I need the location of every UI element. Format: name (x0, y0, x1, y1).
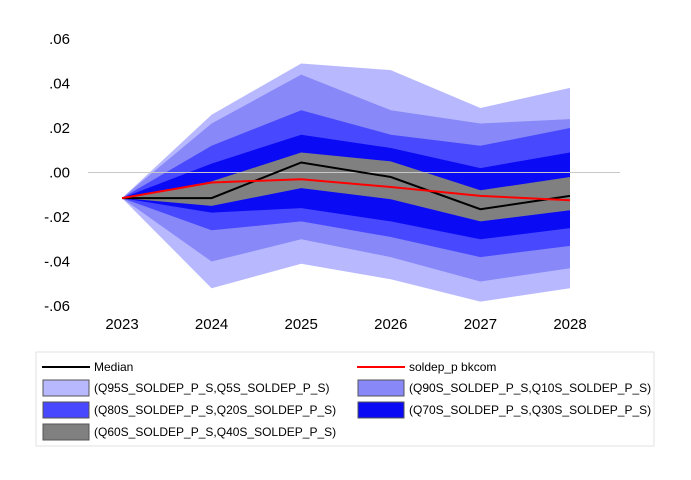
y-tick-label: -.02 (44, 209, 70, 226)
legend-label: Median (94, 360, 133, 374)
legend-swatch-box (357, 401, 405, 419)
plot-area (88, 63, 620, 302)
legend-item: (Q70S_SOLDEP_P_S,Q30S_SOLDEP_P_S) (357, 401, 651, 419)
x-tick-label: 2026 (374, 316, 407, 333)
legend: Median soldep_p bkcom (Q95S_SOLDEP_P_S,Q5S… (35, 351, 655, 447)
y-axis: .06 .04 .02 .00 -.02 -.04 -.06 (44, 31, 70, 315)
legend-label: (Q90S_SOLDEP_P_S,Q10S_SOLDEP_P_S) (409, 381, 651, 395)
legend-label: (Q95S_SOLDEP_P_S,Q5S_SOLDEP_P_S) (94, 381, 329, 395)
legend-label: (Q70S_SOLDEP_P_S,Q30S_SOLDEP_P_S) (409, 403, 651, 417)
y-tick-label: .06 (49, 31, 70, 48)
legend-swatch-box (42, 423, 90, 441)
legend-label: (Q80S_SOLDEP_P_S,Q20S_SOLDEP_P_S) (94, 403, 336, 417)
y-tick-label: .02 (49, 120, 70, 137)
y-tick-label: -.06 (44, 298, 70, 315)
series-line-soldep (121, 178, 571, 202)
x-tick-label: 2027 (464, 316, 497, 333)
legend-label: soldep_p bkcom (409, 360, 496, 374)
legend-item: Median (42, 360, 133, 374)
legend-swatch-box (357, 379, 405, 397)
y-tick-label: -.04 (44, 254, 70, 271)
legend-item: soldep_p bkcom (357, 360, 496, 374)
legend-items: Median soldep_p bkcom (Q95S_SOLDEP_P_S,Q5S… (42, 360, 651, 441)
quantile-bands (122, 63, 570, 302)
legend-item: (Q60S_SOLDEP_P_S,Q40S_SOLDEP_P_S) (42, 423, 336, 441)
legend-swatch-box (42, 401, 90, 419)
series-line-median (122, 161, 571, 211)
x-tick-label: 2028 (553, 316, 586, 333)
series-lines (121, 161, 571, 211)
legend-frame (35, 351, 655, 447)
y-tick-label: .00 (49, 165, 70, 182)
x-tick-label: 2023 (105, 316, 138, 333)
band-5 (122, 152, 570, 222)
legend-label: (Q60S_SOLDEP_P_S,Q40S_SOLDEP_P_S) (94, 425, 336, 439)
x-axis: 2023 2024 2025 2026 2027 2028 (105, 316, 586, 333)
y-tick-label: .04 (49, 76, 70, 93)
x-tick-label: 2024 (195, 316, 228, 333)
legend-item: (Q90S_SOLDEP_P_S,Q10S_SOLDEP_P_S) (357, 379, 651, 397)
legend-swatch-box (42, 379, 90, 397)
legend-item: (Q95S_SOLDEP_P_S,Q5S_SOLDEP_P_S) (42, 379, 329, 397)
legend-item: (Q80S_SOLDEP_P_S,Q20S_SOLDEP_P_S) (42, 401, 336, 419)
x-tick-label: 2025 (285, 316, 318, 333)
